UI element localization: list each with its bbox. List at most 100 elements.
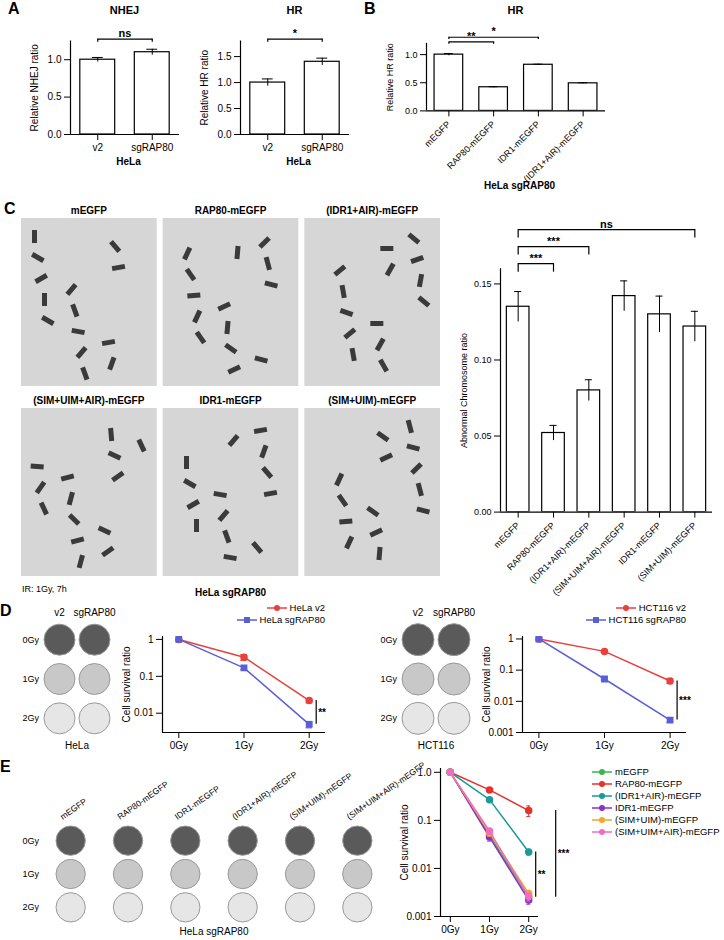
- svg-text:(SIM+UIM)-mEGFP: (SIM+UIM)-mEGFP: [287, 770, 355, 822]
- svg-text:2Gy: 2Gy: [300, 740, 318, 751]
- svg-text:0.5: 0.5: [48, 91, 62, 102]
- svg-text:***: ***: [529, 252, 543, 264]
- svg-text:*: *: [293, 27, 298, 39]
- svg-text:v2: v2: [92, 142, 103, 153]
- svg-text:(IDR1+AIR)-mEGFP: (IDR1+AIR)-mEGFP: [522, 119, 587, 184]
- html-text:HR: HR: [507, 4, 524, 16]
- svg-text:v2: v2: [413, 607, 424, 618]
- svg-text:0.0: 0.0: [405, 106, 418, 116]
- svg-text:0.01: 0.01: [134, 707, 154, 718]
- svg-text:1Gy: 1Gy: [22, 674, 39, 684]
- svg-text:sgRAP80: sgRAP80: [301, 142, 344, 153]
- svg-text:IDR1-mEGFP: IDR1-mEGFP: [173, 783, 222, 821]
- svg-text:0.0: 0.0: [48, 129, 62, 140]
- html-text:NHEJ: NHEJ: [109, 4, 140, 16]
- svg-text:1Gy: 1Gy: [22, 869, 39, 879]
- svg-text:mEGFP: mEGFP: [423, 119, 453, 149]
- svg-text:0Gy: 0Gy: [22, 836, 39, 846]
- svg-text:RAP80-mEGFP: RAP80-mEGFP: [195, 205, 267, 216]
- svg-text:1Gy: 1Gy: [595, 740, 613, 751]
- svg-text:HeLa: HeLa: [65, 740, 89, 751]
- svg-text:1Gy: 1Gy: [235, 740, 253, 751]
- svg-text:**: **: [467, 30, 476, 42]
- svg-text:2Gy: 2Gy: [380, 713, 397, 723]
- svg-text:1: 1: [148, 634, 154, 645]
- svg-text:1: 1: [508, 633, 514, 644]
- svg-text:0Gy: 0Gy: [22, 635, 39, 645]
- svg-text:(IDR1+AIR)-mEGFP: (IDR1+AIR)-mEGFP: [527, 520, 592, 585]
- svg-text:**: **: [318, 707, 326, 718]
- svg-text:0Gy: 0Gy: [170, 740, 188, 751]
- svg-text:0.5: 0.5: [405, 78, 418, 88]
- svg-text:2Gy: 2Gy: [22, 902, 39, 912]
- svg-text:IDR1-mEGFP: IDR1-mEGFP: [495, 119, 541, 165]
- svg-text:0.01: 0.01: [412, 863, 432, 874]
- svg-text:Cell survival ratio: Cell survival ratio: [481, 646, 492, 723]
- svg-text:RAP80-mEGFP: RAP80-mEGFP: [505, 520, 557, 573]
- svg-text:1Gy: 1Gy: [480, 924, 498, 935]
- svg-text:RAP80-mEGFP: RAP80-mEGFP: [115, 779, 170, 822]
- html-text:A: A: [8, 0, 20, 17]
- svg-text:1.5: 1.5: [218, 51, 232, 62]
- svg-text:(SIM+UIM+AIR)-mEGFP: (SIM+UIM+AIR)-mEGFP: [33, 395, 144, 406]
- html-text:B: B: [364, 0, 376, 17]
- svg-text:0.1: 0.1: [140, 671, 154, 682]
- svg-text:HeLa sgRAP80: HeLa sgRAP80: [180, 926, 249, 937]
- svg-text:sgRAP80: sgRAP80: [73, 607, 116, 618]
- svg-text:mEGFP: mEGFP: [58, 796, 89, 822]
- svg-text:*: *: [491, 25, 496, 37]
- svg-text:Cell survival ratio: Cell survival ratio: [399, 804, 410, 881]
- svg-text:ns: ns: [600, 218, 613, 230]
- svg-text:Abnormal Chromosome ratio: Abnormal Chromosome ratio: [459, 333, 469, 448]
- svg-text:0.05: 0.05: [474, 431, 492, 441]
- svg-text:(SIM+UIM+AIR)-mEGFP: (SIM+UIM+AIR)-mEGFP: [550, 520, 628, 598]
- svg-text:RAP80-mEGFP: RAP80-mEGFP: [445, 119, 497, 171]
- svg-text:(SIM+UIM)-mEGFP: (SIM+UIM)-mEGFP: [636, 520, 699, 583]
- svg-text:mEGFP: mEGFP: [71, 205, 107, 216]
- svg-text:2Gy: 2Gy: [661, 740, 679, 751]
- svg-text:0Gy: 0Gy: [530, 740, 548, 751]
- svg-text:0.01: 0.01: [494, 696, 514, 707]
- svg-text:Relative HR ratio: Relative HR ratio: [199, 50, 210, 126]
- svg-text:sgRAP80: sgRAP80: [433, 607, 476, 618]
- svg-text:***: ***: [547, 235, 561, 247]
- svg-text:0.001: 0.001: [488, 727, 513, 738]
- svg-text:1Gy: 1Gy: [380, 674, 397, 684]
- svg-text:v2: v2: [54, 607, 65, 618]
- svg-text:mEGFP: mEGFP: [492, 520, 522, 550]
- svg-text:0.10: 0.10: [474, 355, 492, 365]
- svg-text:ns: ns: [119, 27, 132, 39]
- svg-text:(SIM+UIM)-mEGFP: (SIM+UIM)-mEGFP: [328, 395, 416, 406]
- svg-text:(SIM+UIM+AIR)-mEGFP: (SIM+UIM+AIR)-mEGFP: [345, 760, 428, 822]
- svg-text:0.1: 0.1: [418, 815, 432, 826]
- svg-text:***: ***: [558, 848, 570, 859]
- svg-text:IDR1-mEGFP: IDR1-mEGFP: [616, 520, 663, 567]
- html-text:HR: HR: [286, 4, 303, 16]
- svg-text:Cell survival ratio: Cell survival ratio: [121, 646, 132, 723]
- svg-text:HCT116: HCT116: [418, 740, 455, 751]
- svg-text:2Gy: 2Gy: [520, 924, 538, 935]
- svg-text:0.5: 0.5: [218, 103, 232, 114]
- svg-text:0.15: 0.15: [474, 279, 492, 289]
- svg-text:IR: 1Gy, 7h: IR: 1Gy, 7h: [22, 584, 67, 594]
- svg-text:**: **: [538, 869, 546, 880]
- svg-text:Relative HR ratio: Relative HR ratio: [385, 43, 395, 111]
- svg-text:0Gy: 0Gy: [441, 924, 459, 935]
- svg-text:v2: v2: [262, 142, 273, 153]
- svg-text:IDR1-mEGFP: IDR1-mEGFP: [199, 395, 262, 406]
- svg-text:sgRAP80: sgRAP80: [131, 142, 174, 153]
- svg-text:***: ***: [679, 695, 691, 706]
- svg-text:(IDR1+AIR)-mEGFP: (IDR1+AIR)-mEGFP: [326, 205, 418, 216]
- svg-text:0.00: 0.00: [474, 507, 492, 517]
- svg-text:2Gy: 2Gy: [22, 713, 39, 723]
- svg-text:0Gy: 0Gy: [380, 635, 397, 645]
- svg-text:HeLa sgRAP80: HeLa sgRAP80: [195, 587, 267, 598]
- svg-text:(IDR1+AIR)-mEGFP: (IDR1+AIR)-mEGFP: [230, 769, 300, 822]
- svg-text:0.0: 0.0: [218, 129, 232, 140]
- svg-text:1.0: 1.0: [218, 77, 232, 88]
- svg-text:1.0: 1.0: [405, 50, 418, 60]
- svg-text:0.001: 0.001: [406, 911, 431, 922]
- svg-text:0.1: 0.1: [500, 664, 514, 675]
- svg-text:1.0: 1.0: [48, 54, 62, 65]
- svg-text:Relative NHEJ ratio: Relative NHEJ ratio: [29, 44, 40, 132]
